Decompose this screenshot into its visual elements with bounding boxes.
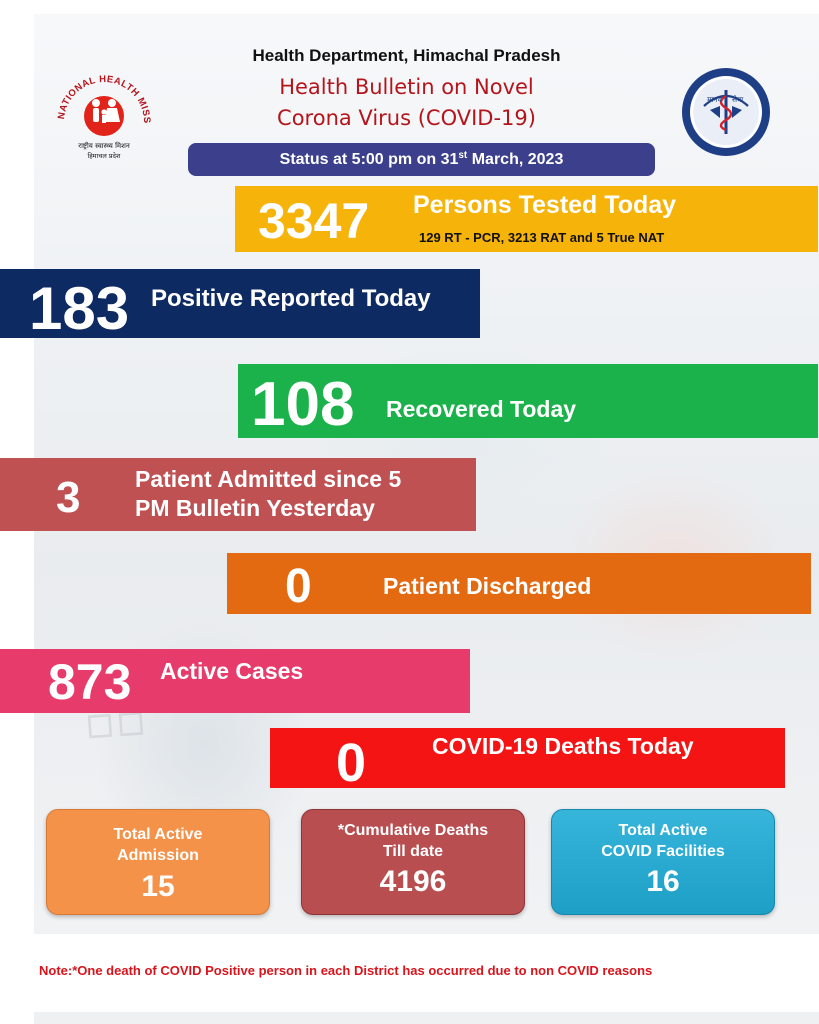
patients-discharged-label: Patient Discharged	[383, 573, 592, 599]
facilities-label-line1: Total Active	[618, 822, 708, 839]
patients-admitted-value: 3	[56, 473, 81, 522]
cumulative-deaths-card: *Cumulative Deaths Till date 4196	[301, 809, 525, 915]
active-cases-label: Active Cases	[160, 658, 304, 684]
national-health-mission-logo: NATIONAL HEALTH MISSION राष्ट्रीय स्वास्…	[50, 60, 152, 160]
status-superscript: st	[458, 150, 468, 161]
positive-reported-label: Positive Reported Today	[151, 285, 431, 312]
deaths-today-label: COVID-19 Deaths Today	[432, 733, 694, 759]
status-bar: Status at 5:00 pm on 31st March, 2023	[188, 143, 655, 176]
bottom-strip	[34, 1012, 819, 1024]
footnote: Note:*One death of COVID Positive person…	[39, 963, 653, 978]
total-active-admission-card: Total Active Admission 15	[46, 809, 270, 915]
logo-right-text-left: मानव	[707, 95, 723, 104]
bulletin-title-line1: Health Bulletin on Novel	[279, 75, 534, 99]
total-active-admission-label: Total Active Admission	[47, 824, 269, 866]
patients-admitted-label-line1: Patient Admitted since 5	[135, 466, 402, 492]
covid-facilities-value: 16	[646, 865, 680, 898]
covid-facilities-card: Total Active COVID Facilities 16	[551, 809, 775, 915]
department-heading: Health Department, Himachal Pradesh	[252, 46, 561, 65]
admission-label-line1: Total Active	[113, 826, 203, 843]
health-department-emblem-logo: मानव सेवा	[682, 68, 770, 156]
cumulative-deaths-label: *Cumulative Deaths Till date	[302, 820, 524, 862]
active-cases-band: 873 Active Cases	[0, 649, 470, 713]
cumulative-deaths-value: 4196	[379, 865, 447, 898]
covid-facilities-label: Total Active COVID Facilities	[552, 820, 774, 862]
recovered-value: 108	[251, 370, 355, 439]
status-prefix: Status at 5:00 pm on 31	[279, 151, 459, 168]
patients-admitted-label-line2: PM Bulletin Yesterday	[135, 495, 375, 521]
positive-reported-value: 183	[29, 275, 130, 342]
persons-tested-band: 3347 Persons Tested Today 129 RT - PCR, …	[235, 186, 818, 252]
persons-tested-value: 3347	[258, 193, 370, 249]
positive-reported-band: 183 Positive Reported Today	[0, 269, 480, 342]
deaths-today-band: 0 COVID-19 Deaths Today	[270, 728, 785, 793]
total-active-admission-value: 15	[141, 870, 175, 903]
facilities-label-line2: COVID Facilities	[601, 843, 725, 860]
persons-tested-detail: 129 RT - PCR, 3213 RAT and 5 True NAT	[419, 230, 665, 245]
cumulative-label-line1: *Cumulative Deaths	[337, 822, 489, 839]
status-suffix: March, 2023	[467, 151, 564, 168]
logo-left-hindi-2: हिमाचल प्रदेश	[88, 152, 121, 160]
logo-left-hindi-1: राष्ट्रीय स्वास्थ्य मिशन	[78, 141, 130, 150]
active-cases-value: 873	[48, 654, 132, 710]
admission-label-line2: Admission	[117, 847, 199, 864]
deaths-today-value: 0	[336, 733, 367, 793]
cumulative-label-line2: Till date	[382, 843, 444, 860]
bulletin-title-line2: Corona Virus (COVID-19)	[277, 106, 536, 130]
patients-admitted-band: 3 Patient Admitted since 5 PM Bulletin Y…	[0, 458, 476, 531]
recovered-band: 108 Recovered Today	[238, 364, 818, 439]
patients-discharged-band: 0 Patient Discharged	[227, 553, 811, 614]
persons-tested-label: Persons Tested Today	[413, 191, 677, 219]
recovered-label: Recovered Today	[386, 396, 577, 422]
patients-admitted-label: Patient Admitted since 5 PM Bulletin Yes…	[135, 465, 401, 523]
logo-right-text-right: सेवा	[732, 95, 744, 104]
patients-discharged-value: 0	[285, 560, 312, 613]
